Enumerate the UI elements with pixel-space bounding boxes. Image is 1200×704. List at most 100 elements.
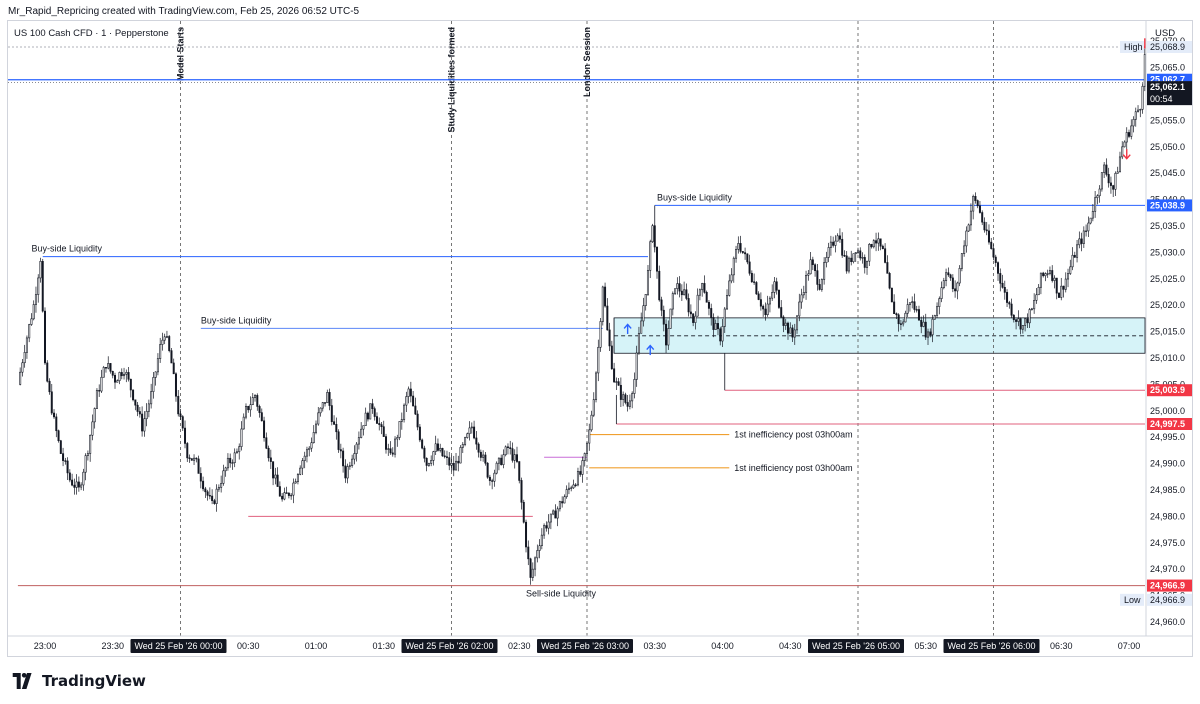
candle-body <box>976 200 979 207</box>
candle-body <box>965 230 968 247</box>
candle-body <box>208 495 211 497</box>
candle-body <box>1137 109 1140 113</box>
candle-body <box>71 479 74 486</box>
candle-body <box>1053 277 1056 281</box>
candle-body <box>389 448 392 454</box>
candle-body <box>881 245 884 250</box>
candle-body <box>491 480 494 482</box>
price-axis: USD24,960.024,965.024,970.024,975.024,98… <box>1145 21 1192 636</box>
candle-body <box>459 447 462 464</box>
candle-body <box>814 264 817 271</box>
candle-body <box>665 323 668 346</box>
candle-body <box>319 407 322 414</box>
candle-body <box>432 451 435 461</box>
time-tick-highlight-bg <box>537 639 633 653</box>
candle-body <box>927 331 930 338</box>
candle-body <box>305 449 308 457</box>
candle-body <box>303 455 306 461</box>
candle-body <box>886 262 889 274</box>
plain-tag-bg <box>1147 41 1192 54</box>
candle-body <box>1071 254 1074 268</box>
candle-body <box>694 315 697 323</box>
candle-body <box>457 460 460 464</box>
candle-body <box>1044 273 1047 277</box>
candle-body <box>387 448 390 450</box>
candle-body <box>190 458 193 461</box>
candle-body <box>400 419 403 422</box>
candle-body <box>854 252 857 254</box>
candle-body <box>385 436 388 450</box>
candle-body <box>768 297 771 305</box>
candle-body <box>1039 272 1042 288</box>
price-tick-label: 25,030.0 <box>1150 247 1185 257</box>
candle-body <box>841 238 844 256</box>
price-tick-label: 25,055.0 <box>1150 115 1185 125</box>
chart-title-layer: US 100 Cash CFD · 1 · Pepperstone <box>14 28 169 39</box>
candle-body <box>1091 210 1094 219</box>
candle-body <box>685 289 688 299</box>
price-tick-label: 24,995.0 <box>1150 432 1185 442</box>
candle-body <box>114 374 117 383</box>
candle-body <box>554 510 557 519</box>
candle-body <box>707 301 710 309</box>
candle-body <box>1107 174 1110 184</box>
candle-body <box>111 370 114 376</box>
candle-body <box>820 279 823 290</box>
candle-body <box>836 235 839 242</box>
candle-body <box>888 273 891 289</box>
candle-body <box>850 257 853 263</box>
candle-body <box>1051 270 1054 281</box>
candle-body <box>244 405 247 418</box>
candle-body <box>558 501 561 510</box>
candle-body <box>576 471 579 486</box>
tradingview-wordmark: TradingView <box>42 672 146 690</box>
candle-body <box>563 496 566 504</box>
candle-body <box>915 309 918 311</box>
candle-body <box>714 323 717 330</box>
candle-body <box>732 257 735 276</box>
candle-body <box>527 546 530 560</box>
candle-body <box>1026 318 1029 324</box>
candle-body <box>1134 111 1137 120</box>
candle-body <box>434 443 437 452</box>
candle-body <box>479 451 482 458</box>
tradingview-brand: TradingView <box>10 672 146 690</box>
candle-body <box>716 323 719 330</box>
candle-body <box>834 240 837 246</box>
price-tick-label: 25,035.0 <box>1150 221 1185 231</box>
candle-body <box>884 248 887 263</box>
candle-body <box>759 299 762 307</box>
candle-body <box>746 253 749 263</box>
candle-body <box>705 292 708 303</box>
candle-body <box>301 460 304 469</box>
candle-body <box>333 421 336 425</box>
plain-price-tag-0: 25,068.9 <box>1150 42 1185 52</box>
candle-body <box>206 491 209 496</box>
candle-body <box>170 350 173 364</box>
candle-body <box>242 416 245 430</box>
candle-body <box>73 484 76 488</box>
candle-body <box>226 457 229 469</box>
candle-body <box>800 294 803 303</box>
candle-body <box>963 245 966 255</box>
candle-body <box>342 450 345 467</box>
candle-body <box>870 244 873 248</box>
price-tick-label: 25,065.0 <box>1150 63 1185 73</box>
candles-layer <box>19 47 1162 585</box>
candle-body <box>346 466 349 479</box>
candle-body <box>425 457 428 466</box>
candle-body <box>398 421 401 438</box>
candle-body <box>466 433 469 438</box>
candle-body <box>46 362 49 382</box>
candle-body <box>1098 188 1101 197</box>
candle-body <box>680 290 683 296</box>
candle-body <box>615 381 618 383</box>
candle-body <box>224 467 227 472</box>
candle-body <box>809 259 812 275</box>
candle-body <box>920 319 923 327</box>
time-tick-label-highlight: Wed 25 Feb '26 05:00 <box>812 641 900 651</box>
candle-body <box>789 327 792 334</box>
candle-body <box>608 329 611 347</box>
candle-body <box>414 405 417 415</box>
